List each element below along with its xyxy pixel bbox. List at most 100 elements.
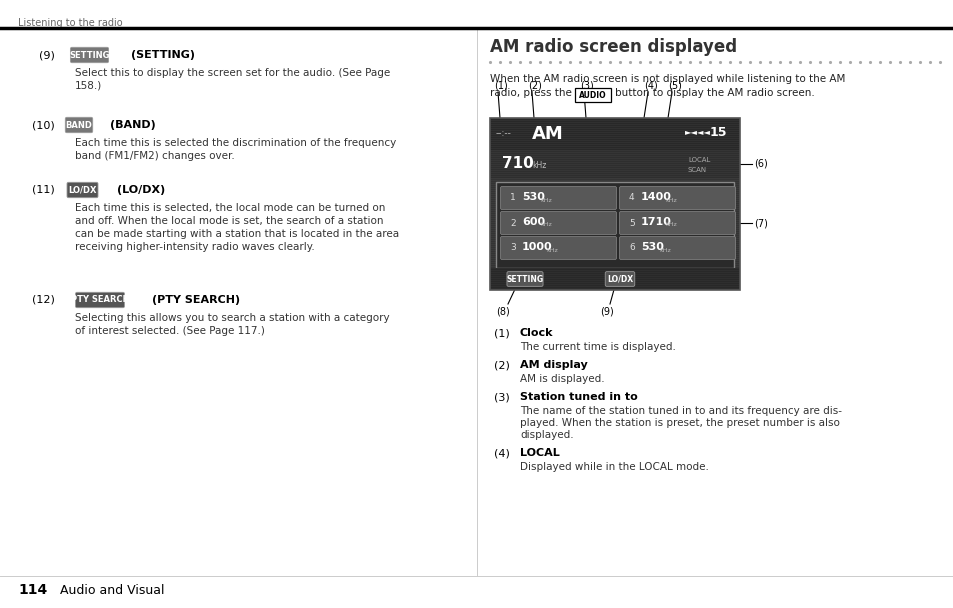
- Text: (3): (3): [494, 392, 510, 402]
- Bar: [490, 157, 740, 158]
- Text: (5): (5): [667, 80, 681, 90]
- Bar: [490, 124, 740, 125]
- Text: 530: 530: [640, 242, 663, 252]
- Bar: [490, 284, 740, 285]
- Bar: [490, 174, 740, 175]
- Bar: [490, 123, 740, 124]
- Bar: [490, 122, 740, 123]
- Bar: [490, 141, 740, 142]
- Bar: [490, 251, 740, 252]
- Text: 114: 114: [18, 583, 48, 597]
- Text: Listening to the radio: Listening to the radio: [18, 18, 123, 28]
- Bar: [490, 155, 740, 156]
- Bar: [490, 223, 740, 224]
- Bar: [490, 161, 740, 162]
- Text: Selecting this allows you to search a station with a category: Selecting this allows you to search a st…: [75, 313, 389, 323]
- Bar: [490, 158, 740, 159]
- Bar: [490, 151, 740, 152]
- Bar: [490, 146, 740, 147]
- Bar: [490, 190, 740, 191]
- Bar: [490, 206, 740, 207]
- Text: (1): (1): [494, 328, 510, 338]
- Bar: [490, 278, 740, 279]
- Text: 1: 1: [510, 193, 516, 202]
- Text: (LO/DX): (LO/DX): [117, 185, 165, 195]
- Text: The name of the station tuned in to and its frequency are dis-: The name of the station tuned in to and …: [519, 406, 841, 416]
- Text: LO/DX: LO/DX: [606, 274, 633, 283]
- Bar: [490, 171, 740, 172]
- Text: 3: 3: [510, 243, 516, 252]
- Bar: [490, 127, 740, 128]
- Bar: [490, 281, 740, 282]
- Bar: [490, 221, 740, 222]
- Bar: [490, 118, 740, 290]
- Bar: [490, 281, 740, 282]
- Bar: [490, 184, 740, 185]
- Bar: [490, 202, 740, 203]
- Bar: [490, 129, 740, 130]
- Bar: [490, 170, 740, 171]
- Bar: [490, 258, 740, 259]
- Bar: [490, 140, 740, 141]
- Bar: [490, 240, 740, 241]
- Bar: [490, 288, 740, 289]
- Text: SETTING: SETTING: [506, 274, 543, 283]
- Bar: [490, 142, 740, 143]
- Text: SCAN: SCAN: [687, 167, 706, 173]
- Text: band (FM1/FM2) changes over.: band (FM1/FM2) changes over.: [75, 151, 234, 161]
- Bar: [490, 236, 740, 237]
- Bar: [490, 214, 740, 215]
- Bar: [490, 164, 740, 165]
- Bar: [490, 261, 740, 262]
- Bar: [490, 250, 740, 251]
- Bar: [490, 173, 740, 174]
- Bar: [490, 229, 740, 230]
- Text: SETTING: SETTING: [70, 50, 110, 60]
- Bar: [490, 283, 740, 284]
- Bar: [490, 144, 740, 145]
- Bar: [490, 122, 740, 123]
- Bar: [490, 128, 740, 129]
- Bar: [490, 235, 740, 236]
- Bar: [490, 191, 740, 192]
- Bar: [490, 167, 740, 168]
- Text: AM display: AM display: [519, 360, 587, 370]
- Text: --:--: --:--: [496, 130, 512, 139]
- Bar: [490, 128, 740, 129]
- Bar: [490, 138, 740, 139]
- Bar: [490, 147, 740, 148]
- Bar: [490, 205, 740, 206]
- Bar: [490, 273, 740, 274]
- Bar: [490, 180, 740, 181]
- Bar: [490, 187, 740, 188]
- Bar: [490, 131, 740, 132]
- Bar: [490, 154, 740, 155]
- Bar: [490, 144, 740, 145]
- Text: kHz: kHz: [664, 223, 676, 227]
- Bar: [490, 231, 740, 232]
- Bar: [490, 269, 740, 270]
- Bar: [490, 171, 740, 172]
- Bar: [490, 289, 740, 290]
- Text: Select this to display the screen set for the audio. (See Page: Select this to display the screen set fo…: [75, 68, 390, 78]
- Bar: [490, 217, 740, 218]
- Bar: [490, 260, 740, 261]
- Bar: [490, 139, 740, 140]
- Text: (7): (7): [753, 218, 767, 228]
- FancyBboxPatch shape: [500, 237, 616, 260]
- Text: 1000: 1000: [521, 242, 552, 252]
- Bar: [490, 195, 740, 196]
- Bar: [490, 133, 740, 134]
- Bar: [490, 257, 740, 258]
- Bar: [490, 149, 740, 150]
- Bar: [490, 280, 740, 281]
- Bar: [490, 165, 740, 166]
- Bar: [496, 182, 733, 268]
- Text: LOCAL: LOCAL: [519, 448, 559, 458]
- Bar: [490, 199, 740, 200]
- Bar: [490, 237, 740, 238]
- Text: AM is displayed.: AM is displayed.: [519, 374, 604, 384]
- Text: displayed.: displayed.: [519, 430, 573, 440]
- Bar: [490, 267, 740, 268]
- Text: The current time is displayed.: The current time is displayed.: [519, 342, 675, 352]
